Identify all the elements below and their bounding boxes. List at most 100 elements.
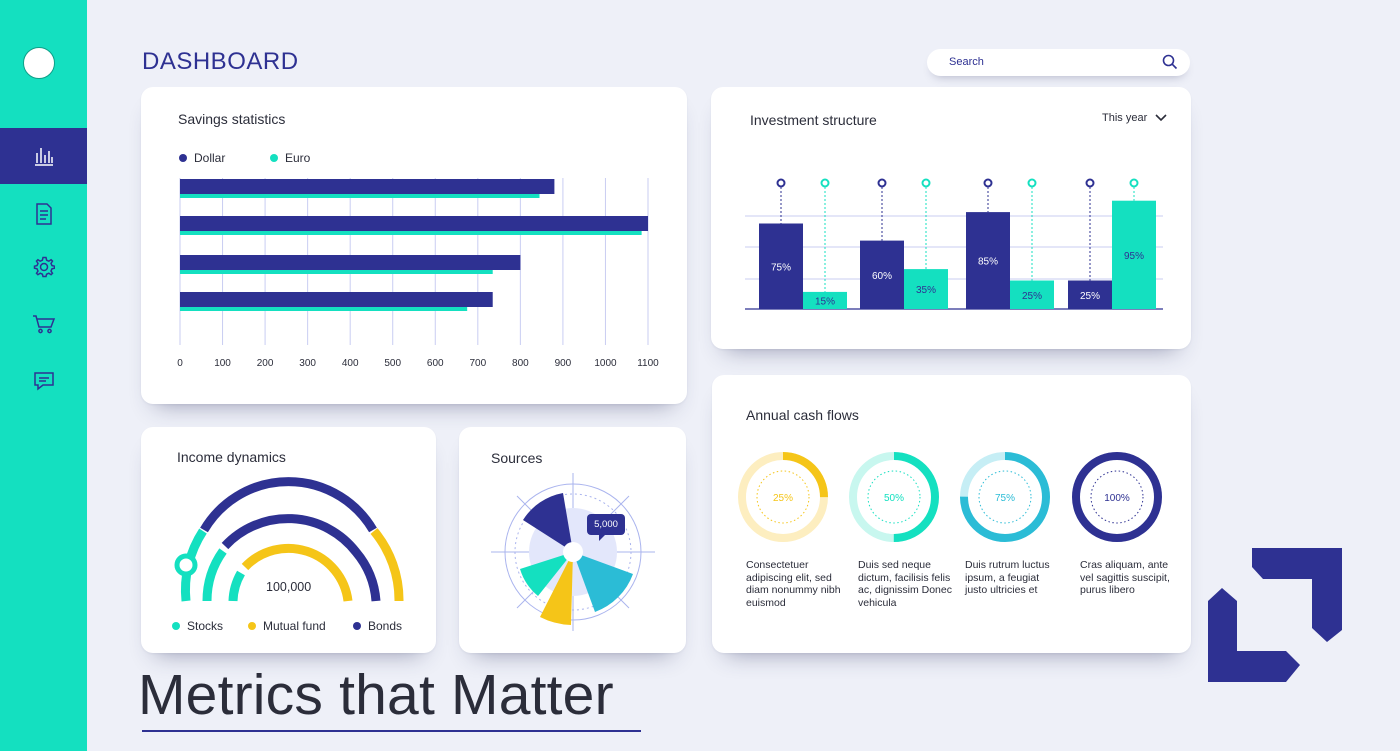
savings-bar-euro	[180, 270, 493, 274]
legend-label-euro: Euro	[285, 151, 311, 165]
savings-title: Savings statistics	[178, 111, 286, 127]
sidebar-item-documents[interactable]	[0, 186, 87, 242]
donut-value-label: 50%	[884, 493, 904, 504]
savings-bar-chart: 0 100 200 300 400 500 600 700 800 900 1000 1100	[177, 178, 659, 369]
savings-legend-dollar: Dollar	[179, 151, 225, 165]
savings-tick-label: 100	[214, 358, 231, 369]
period-label: This year	[1102, 112, 1148, 124]
savings-bar-euro	[180, 194, 540, 198]
investment-marker	[820, 178, 830, 188]
legend-label-dollar: Dollar	[194, 151, 226, 165]
legend-dot-stocks	[172, 622, 180, 630]
investment-bar-label: 15%	[815, 296, 835, 307]
gauge-arc-bonds-mid	[221, 514, 381, 602]
sidebar-item-shop[interactable]	[0, 296, 87, 352]
savings-tick-label: 800	[512, 358, 529, 369]
chat-icon	[33, 372, 54, 391]
investment-bar	[1112, 200, 1156, 309]
search-icon[interactable]	[1162, 54, 1178, 70]
gauge-arc-stocks-mid	[202, 548, 227, 602]
search-box[interactable]	[927, 49, 1190, 76]
investment-marker	[1027, 178, 1037, 188]
document-icon	[35, 203, 52, 225]
investment-bar	[759, 223, 803, 309]
bar-chart-icon	[34, 148, 53, 166]
gauge-arc-stocks-inner	[228, 570, 245, 602]
legend-label-bonds: Bonds	[368, 619, 403, 633]
polar-slice-cyan	[573, 552, 633, 612]
income-legend-bonds: Bonds	[353, 619, 402, 633]
donut-inner-ring	[756, 470, 810, 524]
savings-bar-euro	[180, 307, 468, 311]
savings-bar-dollar	[180, 255, 521, 270]
investment-bar-label: 95%	[1124, 251, 1144, 262]
savings-tick-label: 700	[469, 358, 486, 369]
savings-tick-label: 500	[384, 358, 401, 369]
polar-slice-navy	[523, 493, 573, 552]
donut-progress	[960, 452, 1050, 542]
tagline: Metrics that Matter	[138, 663, 614, 727]
legend-dot-dollar	[179, 154, 187, 162]
donut-inner-ring	[867, 470, 921, 524]
sources-title: Sources	[491, 450, 543, 466]
investment-marker	[1085, 178, 1095, 188]
search-input[interactable]	[947, 55, 1151, 69]
savings-tick-label: 1000	[594, 358, 617, 369]
savings-bar-dollar	[180, 292, 493, 307]
investment-bar	[803, 291, 847, 309]
income-center-value: 100,000	[266, 580, 312, 594]
page-title: DASHBOARD	[142, 48, 299, 75]
legend-dot-bonds	[353, 622, 361, 630]
app-logo[interactable]	[23, 47, 55, 79]
polar-slice-yellow	[540, 552, 573, 625]
savings-bar-euro	[180, 231, 642, 235]
savings-bar-dollar	[180, 216, 648, 231]
savings-statistics-card: Savings statistics Dollar Euro 0 100 200 30…	[141, 87, 687, 404]
annual-cash-flows-card: Annual cash flows 25% 50% 75% 100% Consecte…	[712, 375, 1191, 653]
sidebar	[0, 0, 87, 751]
cashflow-desc-2: Duis sed neque dictum, facilisis felis a…	[858, 559, 952, 609]
donut-progress	[1072, 452, 1162, 542]
savings-tick-label: 900	[555, 358, 572, 369]
sidebar-item-messages[interactable]	[0, 353, 87, 409]
savings-tick-label: 200	[257, 358, 274, 369]
donut-inner-ring	[978, 470, 1032, 524]
sources-polar-chart	[491, 473, 655, 631]
donut-value-label: 25%	[773, 493, 793, 504]
gauge-arc-mutual-outer	[370, 528, 404, 602]
savings-tick-label: 600	[427, 358, 444, 369]
income-legend-stocks: Stocks	[172, 619, 223, 633]
legend-label-mutual: Mutual fund	[263, 619, 326, 633]
cashflow-desc-1: Consectetuer adipiscing elit, sed diam n…	[746, 559, 841, 609]
legend-dot-euro	[270, 154, 278, 162]
investment-marker	[921, 178, 931, 188]
savings-bar-dollar	[180, 179, 555, 194]
tagline-underline	[142, 730, 641, 732]
savings-tick-label: 0	[177, 358, 183, 369]
income-dynamics-card: Income dynamics 100,000 Stocks Mutual fu…	[141, 427, 436, 653]
cart-icon	[32, 315, 55, 334]
investment-bar-label: 35%	[916, 285, 936, 296]
cashflows-donut-charts: 25% 50% 75% 100%	[738, 452, 1162, 542]
brand-logo	[1208, 548, 1342, 682]
savings-tick-label: 1100	[637, 358, 659, 369]
investment-bar-chart: 75% 15% 60% 35% 85% 25% 25% 95%	[745, 178, 1163, 310]
period-dropdown[interactable]: This year	[1102, 112, 1168, 124]
sidebar-item-settings[interactable]	[0, 239, 87, 295]
investment-bar	[1068, 280, 1112, 309]
income-gauge	[174, 477, 404, 602]
investment-bar-label: 85%	[978, 257, 998, 268]
investment-bar	[966, 212, 1010, 309]
polar-slice-teal	[520, 552, 573, 596]
investment-marker	[983, 178, 993, 188]
sources-callout-value: 5,000	[594, 519, 618, 530]
investment-bar-label: 60%	[872, 271, 892, 282]
investment-bar	[904, 269, 948, 309]
investment-bar-label: 75%	[771, 262, 791, 273]
donut-progress	[738, 452, 828, 542]
investment-structure-card: Investment structure 75% 15% 60% 35% 85% 25% 2…	[711, 87, 1191, 349]
gauge-arc-bonds-outer	[200, 477, 377, 533]
income-legend-mutual: Mutual fund	[248, 619, 326, 633]
sidebar-item-statistics[interactable]	[0, 128, 87, 184]
donut-value-label: 100%	[1104, 493, 1130, 504]
